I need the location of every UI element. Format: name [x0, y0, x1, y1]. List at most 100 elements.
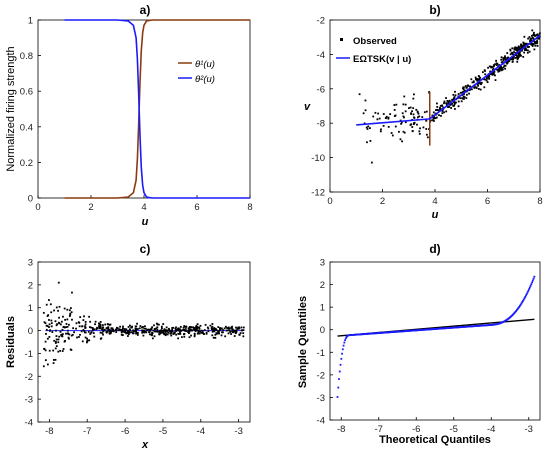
residual-point: [87, 330, 90, 333]
observed-point: [400, 122, 403, 125]
residual-point: [227, 326, 230, 329]
residual-point: [130, 331, 133, 334]
residual-point: [195, 328, 198, 330]
observed-point: [421, 116, 424, 118]
residual-point: [211, 334, 214, 337]
residual-point: [233, 335, 236, 337]
x-tick-label: -5: [159, 426, 167, 437]
residual-point: [57, 341, 60, 344]
residual-point: [108, 329, 111, 332]
residual-point: [123, 331, 126, 334]
residual-point: [106, 330, 109, 333]
residual-point: [115, 328, 118, 331]
residual-point: [68, 337, 70, 340]
residual-point: [64, 339, 66, 342]
observed-point: [379, 130, 382, 133]
observed-point: [390, 132, 393, 134]
observed-point: [428, 91, 431, 93]
observed-point: [474, 76, 477, 79]
residual-point: [132, 332, 135, 335]
residual-point: [103, 328, 106, 331]
observed-point: [441, 104, 444, 107]
observed-point: [416, 111, 419, 114]
panel-a-legend: θ¹(u) θ²(u): [178, 59, 215, 85]
residual-point: [173, 331, 176, 334]
residual-point: [178, 333, 181, 335]
residual-point: [218, 329, 221, 332]
residual-point: [49, 303, 52, 306]
residual-point: [89, 320, 92, 323]
y-tick-label: 0.6: [20, 87, 33, 98]
residual-point: [156, 326, 159, 329]
residual-point: [199, 324, 202, 327]
panel-c: c) -8 -7 -6 -5 -4 -3 -4 -3 -2 -1 0 1 2 3 x Residuals: [5, 242, 251, 451]
residual-point: [230, 333, 232, 335]
observed-point: [520, 46, 523, 49]
x-tick-label: -8: [45, 426, 53, 437]
legend-theta1-label: θ¹(u): [195, 59, 215, 70]
residual-point: [215, 332, 218, 335]
quantile-point: [527, 289, 530, 292]
quantile-point: [525, 294, 527, 297]
residual-point: [181, 336, 183, 339]
observed-point: [436, 102, 438, 105]
residual-point: [46, 337, 49, 340]
residual-point: [188, 326, 191, 328]
residual-point: [231, 328, 234, 331]
observed-point: [418, 130, 421, 133]
residual-point: [175, 333, 178, 336]
observed-point: [453, 103, 456, 106]
residual-point: [164, 329, 167, 332]
residual-point: [129, 331, 131, 334]
y-tick-label: 1: [28, 16, 33, 27]
observed-point: [506, 62, 508, 65]
observed-point: [435, 116, 438, 119]
residual-point: [155, 327, 158, 330]
observed-point: [441, 112, 444, 115]
observed-point: [500, 58, 503, 61]
residual-point: [139, 325, 142, 327]
observed-point: [411, 130, 414, 132]
residual-point: [121, 334, 124, 337]
observed-point: [529, 40, 531, 42]
observed-point: [462, 95, 465, 98]
y-tick-label: 3: [320, 258, 325, 269]
residual-point: [148, 328, 151, 331]
x-tick-label: -3: [525, 424, 533, 435]
observed-point: [391, 134, 394, 137]
observed-point: [451, 98, 454, 101]
residual-point: [110, 327, 113, 330]
observed-point: [422, 126, 425, 129]
observed-point: [511, 60, 514, 63]
quantile-point: [529, 284, 532, 287]
residual-point: [56, 323, 59, 325]
observed-point: [387, 125, 390, 128]
residual-point: [200, 331, 203, 334]
observed-point: [378, 117, 381, 120]
residual-point: [80, 330, 83, 333]
observed-point: [511, 47, 514, 50]
residual-point: [55, 324, 58, 327]
residual-point: [177, 332, 180, 335]
observed-point: [522, 42, 525, 44]
observed-point: [530, 37, 533, 40]
observed-point: [523, 45, 525, 47]
panel-a-lines: [64, 19, 250, 199]
observed-point: [387, 116, 390, 119]
residual-point: [99, 324, 102, 326]
panel-d: d) -8 -7 -6 -5 -4 -3 -4 -3 -2 -1 0 1 2 3 Theoretical …: [297, 242, 541, 446]
residual-point: [75, 327, 77, 330]
residual-point: [127, 335, 129, 337]
residual-point: [62, 315, 64, 318]
residual-point: [69, 312, 72, 315]
observed-point: [512, 53, 514, 56]
residual-point: [236, 327, 239, 330]
observed-point: [508, 59, 511, 62]
observed-point: [528, 45, 530, 48]
residual-point: [137, 332, 139, 334]
residual-point: [169, 332, 172, 335]
observed-point: [382, 124, 385, 127]
residual-point: [108, 332, 111, 335]
x-tick-label: -6: [121, 426, 129, 437]
residual-point: [54, 320, 57, 323]
